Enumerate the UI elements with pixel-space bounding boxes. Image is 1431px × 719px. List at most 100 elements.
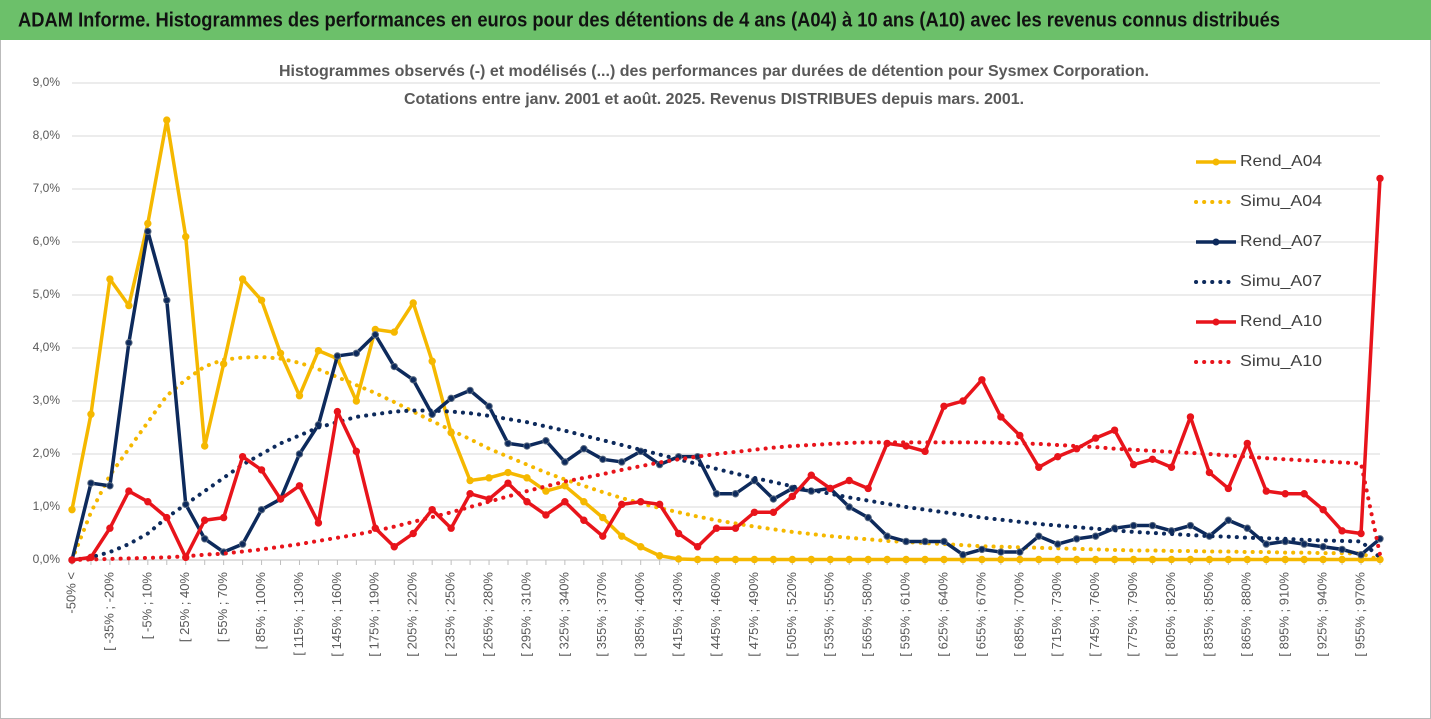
- marker: [163, 296, 171, 304]
- marker: [921, 555, 929, 564]
- marker: [1224, 484, 1233, 493]
- marker: [352, 349, 361, 357]
- marker: [276, 495, 285, 503]
- x-tick-label: [ 775% ; 790%: [1125, 572, 1140, 657]
- marker: [883, 532, 891, 540]
- marker: [466, 490, 474, 498]
- marker: [163, 116, 171, 124]
- legend-marker: [1212, 158, 1220, 166]
- chart-subtitle: Cotations entre janv. 2001 et août. 2025…: [404, 91, 1024, 108]
- marker: [655, 552, 664, 560]
- y-tick-label: 3,0%: [33, 393, 61, 407]
- marker: [1016, 431, 1024, 440]
- marker: [352, 397, 361, 405]
- marker: [542, 511, 550, 519]
- x-tick-label: [ 55% ; 70%: [215, 572, 230, 643]
- y-tick-label: 1,0%: [33, 499, 61, 513]
- marker: [902, 555, 910, 564]
- observed-line: [71, 178, 1382, 562]
- marker: [618, 532, 626, 540]
- x-tick-label: [ 445% ; 460%: [708, 572, 723, 657]
- marker: [1148, 455, 1157, 463]
- x-tick-label: [ 865% ; 880%: [1239, 572, 1254, 657]
- marker: [466, 476, 474, 485]
- marker: [238, 540, 247, 548]
- marker: [1129, 521, 1138, 530]
- marker: [1376, 555, 1384, 564]
- marker: [504, 479, 512, 487]
- title-bar: [0, 0, 1431, 40]
- x-tick-label: [ 145% ; 160%: [329, 572, 344, 657]
- marker: [940, 537, 948, 546]
- marker: [1319, 555, 1327, 564]
- marker: [1091, 434, 1100, 442]
- x-tick-label: [ 505% ; 520%: [784, 572, 799, 657]
- marker: [87, 410, 95, 418]
- marker: [447, 524, 455, 532]
- marker: [238, 452, 247, 461]
- x-tick-label: [ 895% ; 910%: [1277, 572, 1292, 657]
- marker: [1376, 174, 1384, 183]
- marker: [807, 471, 816, 479]
- marker: [750, 555, 759, 564]
- marker: [674, 529, 683, 538]
- marker: [1186, 555, 1195, 564]
- marker: [712, 524, 721, 532]
- y-tick-label: 4,0%: [33, 340, 61, 354]
- marker: [921, 447, 929, 456]
- marker: [750, 508, 759, 516]
- marker: [1167, 463, 1176, 471]
- marker: [523, 498, 531, 506]
- marker: [1262, 555, 1270, 564]
- marker: [428, 357, 436, 365]
- marker: [1072, 555, 1081, 564]
- marker: [390, 362, 398, 371]
- x-tick-label: [ -35% ; -20%: [101, 572, 116, 651]
- x-tick-label: [ 235% ; 250%: [443, 572, 458, 657]
- marker: [864, 484, 872, 493]
- marker: [1186, 521, 1195, 530]
- marker: [504, 468, 512, 477]
- marker: [618, 500, 626, 509]
- x-tick-label: [ 745% ; 760%: [1087, 572, 1102, 657]
- marker: [125, 339, 133, 347]
- y-tick-label: 7,0%: [33, 181, 61, 195]
- x-tick-label: [ 115% ; 130%: [291, 572, 306, 656]
- marker: [1224, 555, 1233, 564]
- marker: [295, 482, 304, 490]
- marker: [1281, 490, 1289, 498]
- marker: [769, 495, 778, 503]
- legend-label: Rend_A10: [1240, 313, 1322, 330]
- marker: [125, 301, 133, 310]
- legend-label: Rend_A04: [1240, 153, 1322, 170]
- marker: [144, 219, 152, 228]
- marker: [997, 548, 1005, 556]
- marker: [826, 484, 834, 493]
- y-tick-label: 6,0%: [33, 234, 61, 248]
- marker: [1035, 555, 1043, 564]
- marker: [1243, 555, 1252, 564]
- marker: [106, 524, 114, 532]
- marker: [295, 392, 304, 400]
- marker: [940, 402, 948, 410]
- legend-label: Rend_A07: [1240, 233, 1322, 250]
- marker: [712, 555, 721, 564]
- marker: [845, 503, 853, 511]
- marker: [826, 555, 834, 564]
- marker: [523, 442, 531, 450]
- marker: [238, 275, 247, 283]
- chart-title: Histogrammes observés (-) et modélisés (…: [279, 63, 1149, 80]
- model-line: [70, 355, 1382, 562]
- x-tick-label: [ 805% ; 820%: [1163, 572, 1178, 657]
- marker: [1091, 555, 1100, 564]
- marker: [1035, 532, 1043, 540]
- marker: [409, 376, 417, 384]
- marker: [561, 482, 569, 490]
- marker: [1357, 551, 1365, 559]
- x-tick-label: [ 85% ; 100%: [253, 572, 268, 650]
- marker: [1054, 555, 1062, 564]
- marker: [580, 445, 588, 453]
- marker: [1054, 540, 1062, 548]
- page-title: ADAM Informe. Histogrammes des performan…: [18, 9, 1280, 31]
